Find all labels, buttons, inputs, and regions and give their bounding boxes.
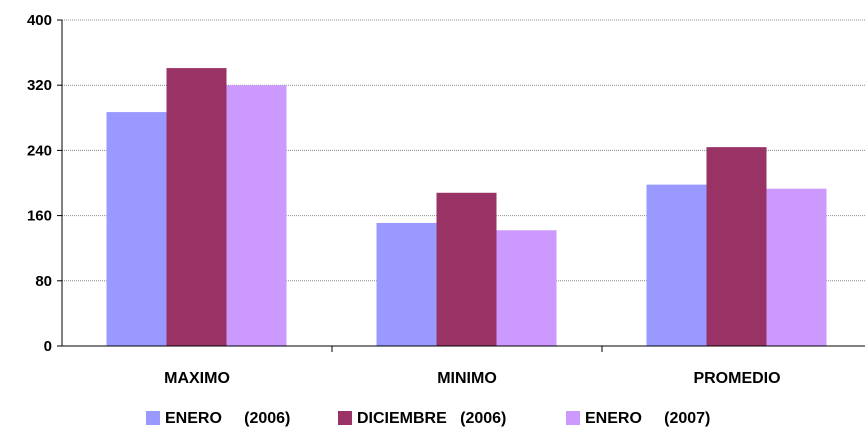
bar: [226, 85, 287, 346]
legend-label: ENERO (2007): [585, 410, 710, 427]
legend: ENERO (2006) DICIEMBRE (2006) ENERO (2007): [146, 410, 710, 427]
bar: [166, 68, 227, 347]
bar: [766, 188, 827, 346]
bars: [106, 68, 827, 347]
bar: [496, 230, 557, 346]
x-category-labels: MAXIMO MINIMO PROMEDIO: [164, 370, 780, 387]
bar: [436, 192, 497, 346]
y-tick-label: 0: [44, 338, 52, 355]
x-category-label: MAXIMO: [164, 370, 230, 387]
axes: [57, 19, 865, 352]
y-tick-labels: 0 80 160 240 320 400: [27, 12, 52, 355]
y-tick-label: 160: [27, 208, 52, 225]
bar: [106, 112, 167, 346]
legend-label: ENERO (2006): [165, 410, 290, 427]
x-category-label: PROMEDIO: [693, 370, 780, 387]
bar: [376, 222, 437, 346]
bar: [706, 147, 767, 346]
y-tick-label: 240: [27, 142, 52, 159]
y-tick-label: 320: [27, 77, 52, 94]
legend-swatch: [338, 411, 352, 425]
legend-swatch: [146, 411, 160, 425]
legend-label: DICIEMBRE (2006): [357, 410, 506, 427]
x-category-label: MINIMO: [437, 370, 497, 387]
legend-swatch: [566, 411, 580, 425]
y-tick-label: 400: [27, 12, 52, 29]
y-tick-label: 80: [35, 273, 52, 290]
bar: [646, 184, 707, 346]
